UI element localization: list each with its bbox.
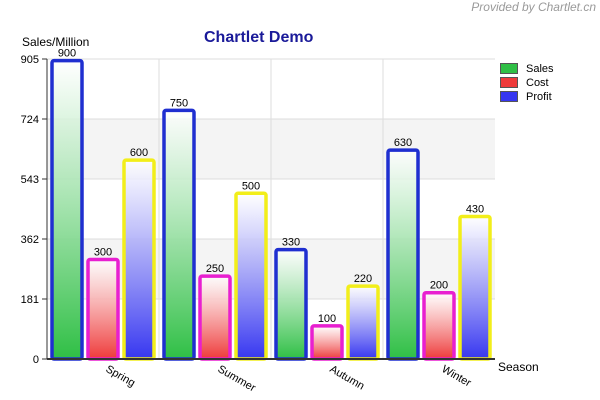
data-label-sales-spring: 900: [58, 48, 76, 60]
legend-item-profit: Profit: [500, 90, 552, 103]
data-label-cost-summer: 250: [206, 263, 224, 275]
x-axis-label: Season: [498, 360, 539, 374]
legend-swatch-profit: [500, 91, 518, 102]
bar-profit-spring: [122, 158, 156, 361]
y-tick-label: 362: [21, 234, 39, 246]
credit-text: Provided by Chartlet.cn: [471, 0, 596, 14]
chart-title: Chartlet Demo: [204, 29, 314, 46]
data-label-sales-winter: 630: [394, 137, 412, 149]
data-label-sales-autumn: 330: [282, 237, 300, 249]
legend-label-cost: Cost: [526, 76, 549, 89]
legend-item-sales: Sales: [500, 62, 554, 75]
x-tick-label-autumn: Autumn: [328, 363, 367, 392]
data-label-cost-spring: 300: [94, 247, 112, 259]
bar-profit-winter: [458, 214, 492, 361]
data-label-profit-spring: 600: [130, 147, 148, 159]
data-label-cost-winter: 200: [430, 280, 448, 292]
x-tick-label-summer: Summer: [216, 363, 258, 394]
legend-label-profit: Profit: [526, 90, 552, 103]
bar-cost-summer: [198, 274, 232, 361]
data-label-sales-summer: 750: [170, 97, 188, 109]
y-tick-label: 181: [21, 294, 39, 306]
bar-sales-autumn: [274, 247, 308, 361]
x-tick-label-spring: Spring: [104, 363, 138, 389]
y-tick-label: 543: [21, 174, 39, 186]
y-tick-label: 724: [21, 114, 39, 126]
data-label-cost-autumn: 100: [318, 313, 336, 325]
bar-cost-spring: [86, 257, 120, 361]
bar-sales-spring: [50, 58, 84, 361]
bar-sales-summer: [162, 108, 196, 361]
x-tick-label-winter: Winter: [440, 363, 474, 389]
bar-cost-autumn: [310, 324, 344, 361]
legend-item-cost: Cost: [500, 76, 549, 89]
data-label-profit-autumn: 220: [354, 273, 372, 285]
y-axis-label: Sales/Million: [22, 35, 90, 49]
bar-sales-winter: [386, 148, 420, 361]
y-tick-label: 905: [21, 54, 39, 66]
y-tick-label: 0: [33, 354, 39, 366]
data-label-profit-winter: 430: [466, 203, 484, 215]
bar-profit-autumn: [346, 284, 380, 361]
bar-profit-summer: [234, 191, 268, 361]
legend-swatch-cost: [500, 77, 518, 88]
legend-label-sales: Sales: [526, 62, 554, 75]
bar-cost-winter: [422, 290, 456, 361]
data-label-profit-summer: 500: [242, 180, 260, 192]
legend-swatch-sales: [500, 63, 518, 74]
